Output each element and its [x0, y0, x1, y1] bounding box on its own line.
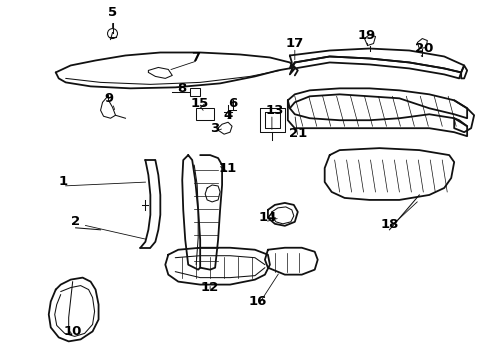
- Text: 15: 15: [191, 97, 209, 110]
- Text: 16: 16: [249, 295, 267, 308]
- Text: 4: 4: [223, 109, 233, 122]
- Text: 3: 3: [211, 122, 220, 135]
- Text: 10: 10: [64, 325, 82, 338]
- Text: 17: 17: [286, 37, 304, 50]
- Text: 14: 14: [259, 211, 277, 224]
- Text: 7: 7: [191, 51, 200, 64]
- Text: 6: 6: [228, 97, 238, 110]
- Text: 21: 21: [289, 127, 307, 140]
- Text: 8: 8: [177, 82, 187, 95]
- Text: 1: 1: [58, 175, 67, 189]
- Text: 11: 11: [219, 162, 237, 175]
- Text: 19: 19: [357, 29, 376, 42]
- Bar: [196, 108, 214, 120]
- Text: 12: 12: [201, 281, 219, 294]
- Text: 9: 9: [104, 92, 113, 105]
- Text: 5: 5: [108, 6, 117, 19]
- Text: 13: 13: [266, 104, 284, 117]
- Text: 2: 2: [71, 215, 80, 228]
- Text: 20: 20: [415, 42, 434, 55]
- Bar: [190, 88, 200, 96]
- Text: 18: 18: [380, 218, 399, 231]
